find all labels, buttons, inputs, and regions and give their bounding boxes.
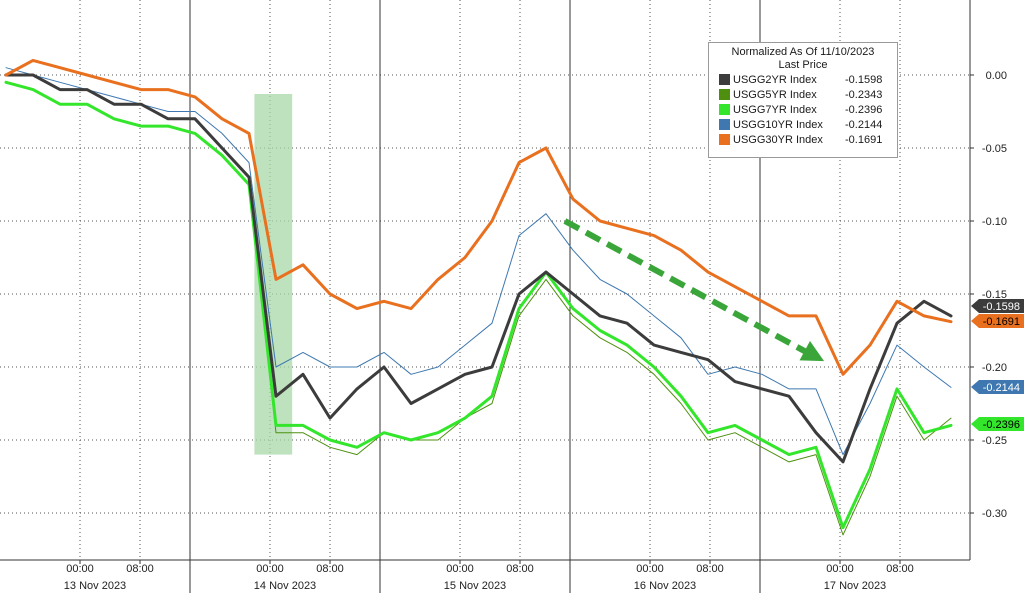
legend-item-usgg7yr: USGG7YR Index -0.2396 bbox=[709, 102, 897, 117]
last-value-label: -0.2144 bbox=[983, 382, 1020, 394]
last-value-label: -0.1691 bbox=[983, 316, 1020, 328]
legend-series-value: -0.2396 bbox=[845, 103, 883, 116]
series-line-usgg2yr bbox=[4, 73, 953, 464]
legend-title: Normalized As Of 11/10/2023 bbox=[731, 46, 875, 58]
legend-series-name: USGG2YR Index bbox=[733, 73, 817, 86]
x-date-label: 14 Nov 2023 bbox=[254, 580, 316, 592]
x-tick-label: 08:00 bbox=[696, 563, 724, 575]
last-value-tag bbox=[971, 299, 1024, 313]
x-date-label: 16 Nov 2023 bbox=[634, 580, 696, 592]
y-tick-label: -0.25 bbox=[982, 435, 1007, 447]
trend-arrow-head bbox=[799, 341, 825, 362]
x-tick-label: 00:00 bbox=[446, 563, 474, 575]
x-tick-label: 00:00 bbox=[826, 563, 854, 575]
legend-swatch bbox=[719, 89, 730, 100]
legend-item-usgg10yr: USGG10YR Index -0.2144 bbox=[709, 117, 897, 132]
x-tick-label: 08:00 bbox=[506, 563, 534, 575]
last-value-tag bbox=[971, 380, 1024, 394]
y-tick-label: -0.05 bbox=[982, 143, 1007, 155]
x-axis: 00:00 08:00 00:00 08:00 00:00 08:00 00:00 08:00… bbox=[0, 559, 970, 592]
legend-item-usgg2yr: USGG2YR Index -0.1598 bbox=[709, 72, 897, 87]
y-tick-label: -0.30 bbox=[982, 508, 1007, 520]
legend: Normalized As Of 11/10/2023 Last Price U… bbox=[708, 42, 898, 158]
x-tick-label: 08:00 bbox=[886, 563, 914, 575]
legend-series-name: USGG30YR Index bbox=[733, 133, 823, 146]
y-axis: 0.00 -0.05 -0.10 -0.15 -0.20 -0.25 -0.30 bbox=[969, 0, 1007, 560]
legend-series-name: USGG7YR Index bbox=[733, 103, 817, 116]
y-tick-label: -0.20 bbox=[982, 362, 1007, 374]
legend-series-value: -0.2343 bbox=[845, 88, 883, 101]
legend-series-value: -0.1691 bbox=[845, 133, 883, 146]
legend-swatch bbox=[719, 134, 730, 145]
last-value-tag bbox=[971, 417, 1024, 431]
last-value-label: -0.1598 bbox=[983, 301, 1020, 313]
legend-series-name: USGG10YR Index bbox=[733, 118, 823, 131]
x-tick-label: 00:00 bbox=[636, 563, 664, 575]
x-date-label: 17 Nov 2023 bbox=[824, 580, 886, 592]
y-tick-label: 0.00 bbox=[986, 70, 1007, 82]
legend-swatch bbox=[719, 119, 730, 130]
series-line-usgg10yr bbox=[5, 67, 952, 456]
last-value-tag bbox=[971, 314, 1024, 328]
last-value-labels: -0.1598 -0.1691 -0.2144 -0.2396 bbox=[971, 299, 1024, 431]
series-layer bbox=[4, 58, 953, 536]
x-tick-label: 08:00 bbox=[126, 563, 154, 575]
legend-swatch bbox=[719, 104, 730, 115]
x-tick-label: 00:00 bbox=[66, 563, 94, 575]
y-tick-label: -0.15 bbox=[982, 289, 1007, 301]
x-date-label: 15 Nov 2023 bbox=[444, 580, 506, 592]
x-tick-label: 08:00 bbox=[316, 563, 344, 575]
x-tick-label: 00:00 bbox=[256, 563, 284, 575]
y-tick-label: -0.10 bbox=[982, 216, 1007, 228]
series-line-usgg7yr bbox=[4, 80, 953, 530]
legend-series-value: -0.1598 bbox=[845, 73, 883, 86]
legend-series-name: USGG5YR Index bbox=[733, 88, 817, 101]
trend-arrow-layer bbox=[563, 218, 825, 362]
legend-swatch bbox=[719, 74, 730, 85]
x-date-label: 13 Nov 2023 bbox=[64, 580, 126, 592]
legend-subtitle: Last Price bbox=[778, 59, 828, 71]
series-line-usgg30yr bbox=[4, 58, 953, 376]
legend-item-usgg30yr: USGG30YR Index -0.1691 bbox=[709, 132, 897, 147]
legend-series-value: -0.2144 bbox=[845, 118, 883, 131]
last-value-label: -0.2396 bbox=[983, 419, 1020, 431]
trend-arrow-shaft bbox=[563, 218, 814, 358]
legend-item-usgg5yr: USGG5YR Index -0.2343 bbox=[709, 87, 897, 102]
